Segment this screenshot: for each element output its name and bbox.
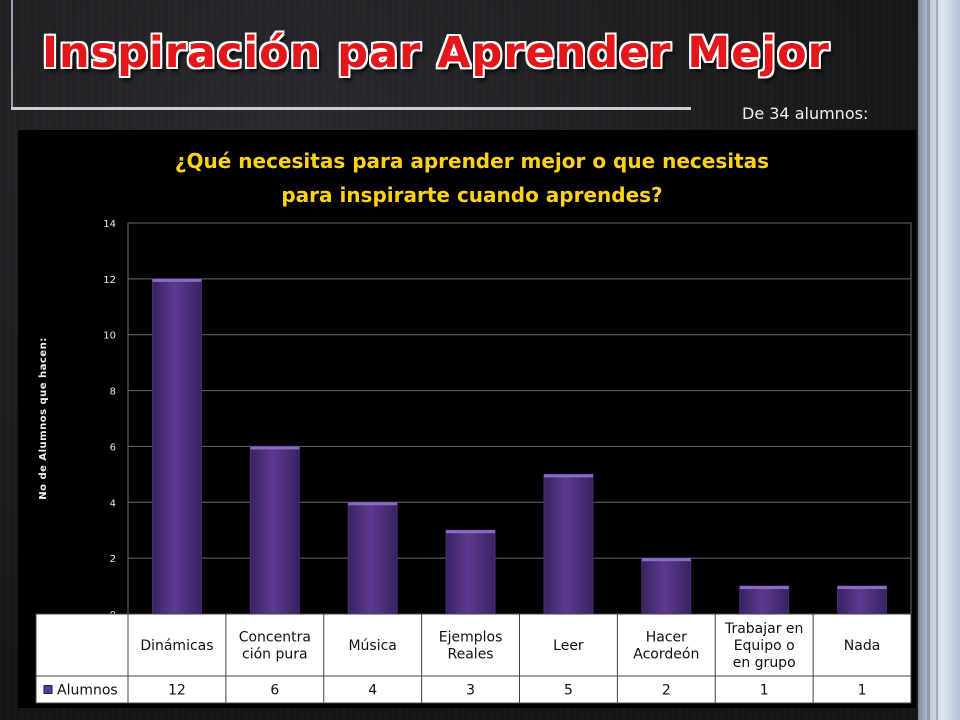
- data-table-value: 1: [760, 683, 769, 699]
- bar-top-highlight: [348, 502, 398, 506]
- x-category-label: Acordeón: [633, 647, 699, 663]
- bar-top-highlight: [543, 474, 593, 478]
- y-tick-label: 14: [103, 219, 116, 230]
- x-category-label: Leer: [553, 638, 584, 654]
- data-table-value: 1: [858, 683, 867, 699]
- legend-key: [43, 685, 53, 694]
- x-category-label: Dinámicas: [140, 638, 213, 654]
- y-tick-label: 10: [103, 331, 116, 342]
- bar[interactable]: [739, 585, 790, 615]
- bar[interactable]: [347, 501, 398, 615]
- y-axis-title: No de Alumnos que hacen:: [38, 337, 49, 500]
- bar[interactable]: [641, 557, 692, 615]
- left-decorative-rule: [11, 0, 13, 108]
- bar[interactable]: [837, 585, 888, 615]
- x-category-label: en grupo: [733, 655, 796, 671]
- bar-top-highlight: [641, 558, 691, 562]
- y-tick-label: 8: [110, 387, 116, 398]
- x-category-label: Trabajar en: [724, 621, 803, 637]
- x-category-label: Hacer: [646, 630, 687, 646]
- y-tick-label: 4: [110, 498, 116, 509]
- bar[interactable]: [249, 445, 300, 615]
- chart-container: ¿Qué necesitas para aprender mejor o que…: [18, 130, 916, 708]
- bar-top-highlight: [152, 278, 202, 282]
- y-tick-label: 2: [110, 554, 116, 565]
- bar-top-highlight: [837, 586, 887, 590]
- data-table: [35, 613, 912, 704]
- x-category-label: Nada: [844, 638, 881, 654]
- data-table-value: 4: [368, 683, 377, 699]
- right-decorative-strip: [918, 0, 960, 720]
- title-underline: [11, 107, 691, 110]
- slide-title: Inspiración par Aprender Mejor: [42, 28, 830, 78]
- bar-top-highlight: [739, 586, 789, 590]
- bar-top-highlight: [250, 446, 300, 450]
- y-tick-label: 6: [110, 442, 116, 453]
- plot-area: [127, 222, 912, 615]
- bar[interactable]: [543, 473, 594, 615]
- data-table-value: 2: [662, 683, 671, 699]
- data-table-value: 12: [168, 683, 186, 699]
- x-category-label: Equipo o: [734, 638, 795, 654]
- chart-title-line-2: para inspirarte cuando aprendes?: [281, 183, 662, 207]
- x-category-label: Reales: [448, 647, 494, 663]
- x-category-label: Concentra: [239, 630, 311, 646]
- chart-title-line-1: ¿Qué necesitas para aprender mejor o que…: [175, 149, 769, 173]
- y-tick-label: 12: [103, 275, 116, 286]
- x-category-label: Música: [348, 638, 396, 654]
- data-table-value: 3: [466, 683, 475, 699]
- x-category-label: ción pura: [242, 647, 308, 663]
- data-table-value: 5: [564, 683, 573, 699]
- slide-subtitle: De 34 alumnos:: [742, 104, 869, 123]
- bar[interactable]: [151, 278, 202, 615]
- legend-series-name: Alumnos: [57, 683, 118, 699]
- bar-chart: ¿Qué necesitas para aprender mejor o que…: [35, 149, 912, 704]
- bar[interactable]: [445, 529, 496, 615]
- bar-top-highlight: [446, 530, 496, 534]
- x-category-label: Ejemplos: [439, 630, 503, 646]
- data-table-value: 6: [270, 683, 279, 699]
